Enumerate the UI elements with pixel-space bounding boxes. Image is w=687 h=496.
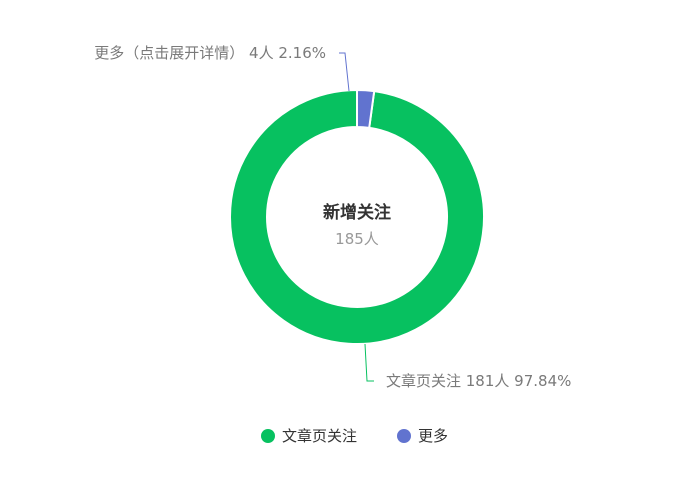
- legend-label-article: 文章页关注: [282, 427, 357, 445]
- slice-article[interactable]: [229, 89, 485, 345]
- label-line-article: [364, 343, 374, 382]
- legend-marker-more: [397, 429, 411, 443]
- slice-label-more[interactable]: 更多（点击展开详情） 4人 2.16%: [94, 44, 326, 62]
- legend-marker-article: [261, 429, 275, 443]
- legend-item-more[interactable]: 更多: [397, 427, 448, 445]
- center-title: 新增关注: [323, 202, 391, 223]
- label-line-more: [339, 52, 350, 92]
- legend-item-article[interactable]: 文章页关注: [261, 427, 357, 445]
- center-subtitle: 185人: [335, 230, 379, 248]
- legend-label-more: 更多: [418, 427, 448, 445]
- slice-more[interactable]: [356, 89, 376, 129]
- slice-label-article[interactable]: 文章页关注 181人 97.84%: [386, 372, 571, 390]
